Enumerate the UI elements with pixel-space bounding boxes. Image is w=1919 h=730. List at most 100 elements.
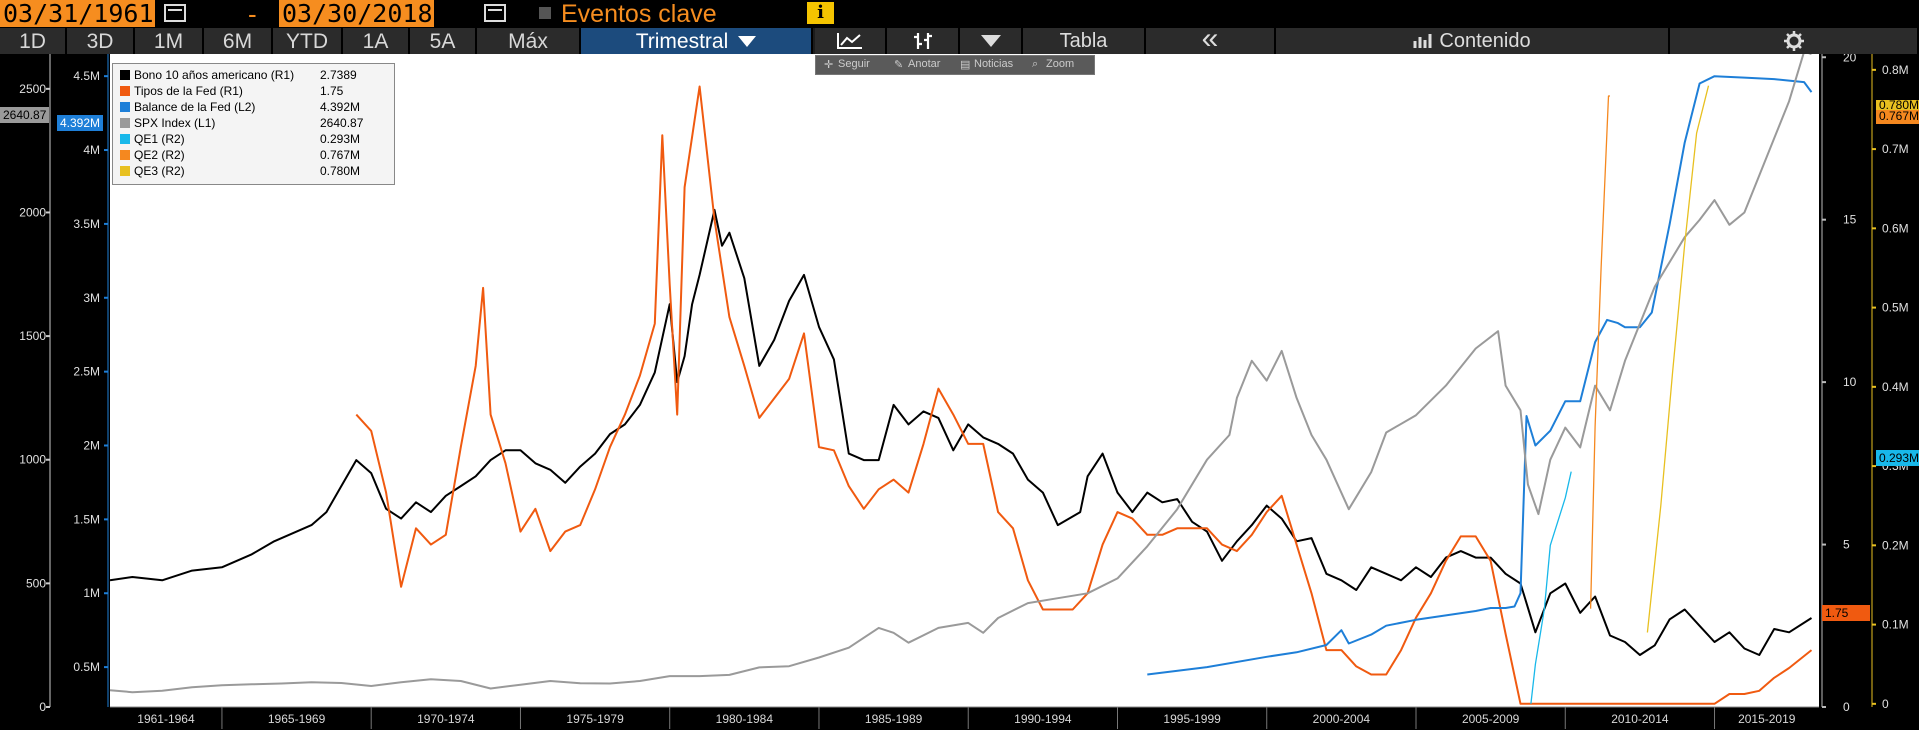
axes: 050010001500200025000.5M1M1.5M2M2.5M3M3.… — [19, 54, 1909, 729]
legend-value: 2640.87 — [320, 116, 364, 130]
legend-name: SPX Index (L1) — [134, 116, 216, 130]
range-5a[interactable]: 5A — [410, 28, 477, 54]
chart-legend[interactable]: Bono 10 años americano (R1) 2.7389 Tipos … — [112, 63, 395, 185]
x-tick-label: 2015-2019 — [1738, 712, 1796, 726]
end-date-field[interactable]: 03/30/2018 — [279, 0, 434, 27]
x-tick-label: 1990-1994 — [1014, 712, 1072, 726]
range-1m[interactable]: 1M — [135, 28, 204, 54]
follow-icon[interactable]: ✛ — [824, 59, 834, 71]
collapse-button[interactable]: « — [1146, 24, 1276, 54]
news-icon[interactable]: ▤ — [960, 59, 971, 71]
events-label: Eventos clave — [561, 0, 717, 28]
y-tick-label: 1500 — [19, 329, 46, 343]
legend-name: QE1 (R2) — [134, 132, 185, 146]
follow-button[interactable]: Seguir — [838, 58, 870, 70]
line-chart-icon — [837, 33, 862, 49]
range-6m[interactable]: 6M — [204, 28, 273, 54]
x-tick-label: 1980-1984 — [716, 712, 774, 726]
series-line-3 — [109, 54, 1812, 694]
series-line-5 — [1589, 95, 1610, 609]
y-tick-label: 0.7M — [1882, 142, 1909, 156]
y-tick-label: 0.4M — [1882, 380, 1909, 394]
legend-item: QE1 (R2) 0.293M — [120, 132, 390, 147]
legend-item: QE3 (R2) 0.780M — [120, 164, 390, 179]
legend-value: 1.75 — [320, 84, 344, 98]
calendar-icon[interactable] — [484, 4, 506, 22]
frequency-label: Trimestral — [635, 30, 729, 53]
legend-value: 0.767M — [320, 148, 361, 162]
chevron-down-icon — [738, 36, 757, 47]
zoom-button[interactable]: Zoom — [1046, 58, 1075, 70]
frequency-select[interactable]: Trimestral — [581, 28, 813, 54]
y-tick-label: 3M — [83, 291, 100, 305]
range-toolbar: 1D 3D 1M 6M YTD 1A 5A Máx Trimestral Tab… — [0, 24, 1919, 54]
y-tick-label: 5 — [1843, 538, 1850, 552]
y-tick-label: 0.1M — [1882, 618, 1909, 632]
y-tick-label: 2M — [83, 439, 100, 453]
chart-tools-bar: ✛ Seguir ✎ Anotar ▤ Noticias ⌕ Zoom — [815, 55, 1095, 75]
chart-type-dropdown[interactable] — [960, 28, 1023, 54]
spx-last-value-tag: 2640.87 — [0, 107, 50, 123]
y-tick-label: 2000 — [19, 205, 46, 219]
info-icon[interactable]: i — [807, 2, 834, 24]
range-ytd[interactable]: YTD — [273, 28, 343, 54]
x-tick-label: 2000-2004 — [1313, 712, 1371, 726]
x-tick-label: 1961-1964 — [137, 712, 195, 726]
y-tick-label: 0 — [39, 700, 46, 714]
annotate-icon[interactable]: ✎ — [894, 59, 904, 71]
x-tick-label: 1995-1999 — [1163, 712, 1221, 726]
series-lines — [109, 54, 1813, 705]
annotate-button[interactable]: Anotar — [908, 58, 941, 70]
y-tick-label: 3.5M — [73, 217, 100, 231]
range-1d[interactable]: 1D — [0, 28, 67, 54]
range-3d[interactable]: 3D — [67, 28, 135, 54]
y-tick-label: 10 — [1843, 375, 1857, 389]
news-button[interactable]: Noticias — [974, 58, 1014, 70]
series-line-4 — [1530, 471, 1572, 704]
date-separator: - — [248, 0, 257, 29]
series-line-2 — [1147, 75, 1813, 676]
y-tick-label: 0 — [1882, 697, 1889, 711]
y-tick-label: 20 — [1843, 54, 1857, 64]
candlestick-icon — [913, 33, 932, 49]
legend-item: QE2 (R2) 0.767M — [120, 148, 390, 163]
y-tick-label: 0.2M — [1882, 538, 1909, 552]
line-chart-button[interactable] — [815, 28, 887, 54]
events-checkbox[interactable] — [539, 7, 551, 19]
legend-value: 4.392M — [320, 100, 361, 114]
legend-name: QE2 (R2) — [134, 148, 185, 162]
y-tick-label: 500 — [26, 576, 46, 590]
contents-label: Contenido — [1439, 30, 1531, 52]
legend-value: 2.7389 — [320, 68, 357, 82]
y-tick-label: 4M — [83, 143, 100, 157]
qe3-last-value-tag: 0.780M — [1876, 100, 1919, 110]
start-date-field[interactable]: 03/31/1961 — [0, 0, 155, 27]
calendar-icon[interactable] — [164, 4, 186, 22]
y-tick-label: 1M — [83, 586, 100, 600]
contents-button[interactable]: Contenido — [1276, 28, 1670, 54]
range-1a[interactable]: 1A — [343, 28, 410, 54]
y-tick-label: 15 — [1843, 213, 1857, 227]
fed-balance-last-value-tag: 4.392M — [57, 115, 104, 131]
fedrate-last-value-tag: 1.75 — [1822, 605, 1870, 621]
zoom-icon[interactable]: ⌕ — [1032, 58, 1039, 70]
qe2-last-value-tag: 0.767M — [1876, 108, 1919, 124]
settings-button[interactable] — [1670, 28, 1919, 54]
legend-value: 0.780M — [320, 164, 361, 178]
y-tick-label: 1.5M — [73, 512, 100, 526]
y-tick-label: 0.5M — [1882, 301, 1909, 315]
range-max[interactable]: Máx — [477, 28, 581, 54]
x-tick-label: 1975-1979 — [566, 712, 624, 726]
candlestick-button[interactable] — [887, 28, 960, 54]
table-button[interactable]: Tabla — [1023, 28, 1146, 54]
legend-item: Bono 10 años americano (R1) 2.7389 — [120, 68, 390, 83]
y-tick-label: 0.8M — [1882, 63, 1909, 77]
bar-chart-icon — [1413, 34, 1432, 48]
y-tick-label: 4.5M — [73, 69, 100, 83]
top-bar: 03/31/1961 - 03/30/2018 Eventos clave i — [0, 0, 1919, 29]
y-tick-label: 2500 — [19, 82, 46, 96]
legend-swatch — [120, 70, 130, 80]
y-tick-label: 0.5M — [73, 660, 100, 674]
dropdown-icon — [980, 35, 1001, 47]
legend-swatch — [120, 166, 130, 176]
